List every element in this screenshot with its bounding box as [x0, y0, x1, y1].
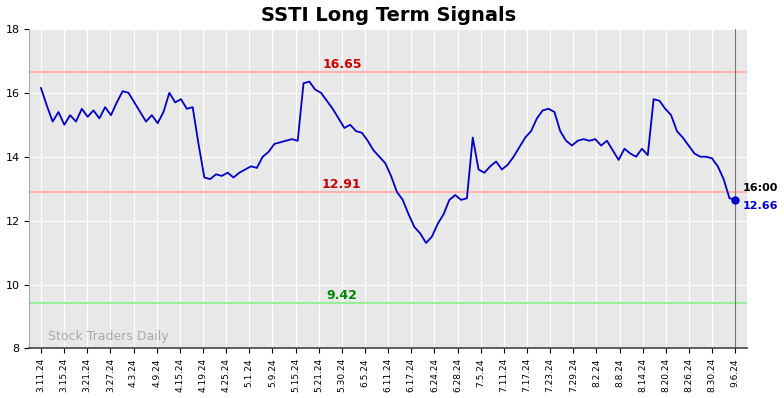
Text: Stock Traders Daily: Stock Traders Daily	[48, 330, 169, 343]
Title: SSTI Long Term Signals: SSTI Long Term Signals	[260, 6, 516, 25]
Text: 16:00: 16:00	[742, 183, 778, 193]
Text: 12.66: 12.66	[742, 201, 778, 211]
Text: 16.65: 16.65	[322, 58, 361, 71]
Text: 12.91: 12.91	[322, 178, 361, 191]
Text: 9.42: 9.42	[326, 289, 358, 302]
